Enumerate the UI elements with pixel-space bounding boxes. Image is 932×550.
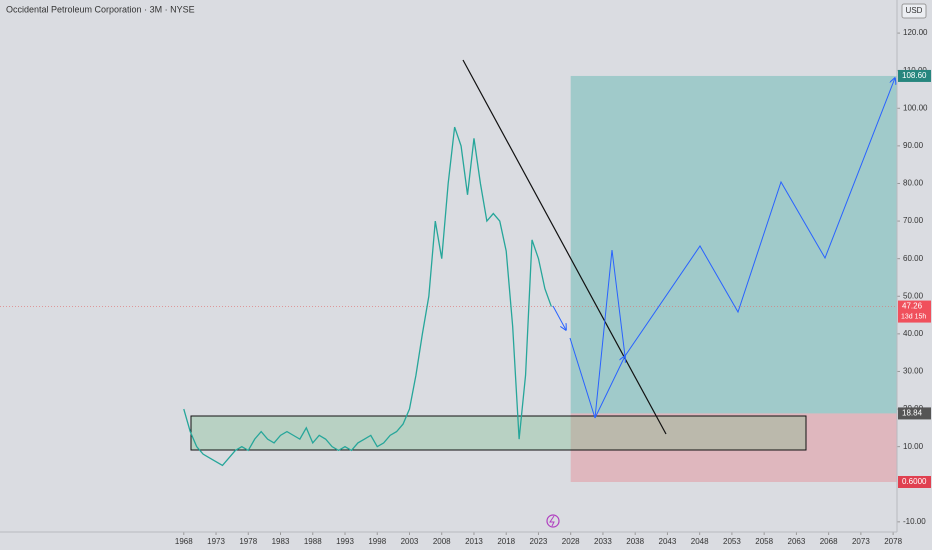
x-tick-label: 2023 [530,537,548,546]
y-tick-label: 90.00 [903,141,924,150]
target-label: 108.60 [902,71,927,80]
x-tick-label: 2008 [433,537,451,546]
target-label-bg [898,69,931,82]
y-tick-label: 70.00 [903,216,924,225]
arrow [594,356,625,419]
x-tick-label: 2058 [755,537,773,546]
x-tick-label: 2048 [691,537,709,546]
x-tick-label: 1968 [175,537,193,546]
price-series [183,126,552,467]
y-tick-label: 80.00 [903,179,924,188]
x-tick-label: 2013 [465,537,483,546]
trend-line [462,59,667,435]
x-tick-label: 2073 [852,537,870,546]
x-tick-label: 1978 [239,537,257,546]
price-line [183,126,552,467]
x-tick-label: 1993 [336,537,354,546]
y-tick-label: 60.00 [903,254,924,263]
x-tick-label: 2018 [497,537,515,546]
entry-label: 18.84 [902,409,923,418]
arrow [552,305,566,330]
x-tick-label: 1988 [304,537,322,546]
x-tick-label: 1973 [207,537,225,546]
x-tick-label: 2068 [820,537,838,546]
countdown: 13d 15h [901,313,926,320]
projection-arrows [552,78,895,419]
currency-badge [901,3,927,19]
y-tick-label: 40.00 [903,329,924,338]
replay-icon[interactable] [546,514,560,528]
support-zone [190,415,807,451]
x-tick-label: 2003 [401,537,419,546]
x-tick-label: 2038 [626,537,644,546]
y-tick-label: 30.00 [903,367,924,376]
stop-label: 0.6000 [902,477,927,486]
arrow [569,78,895,419]
x-tick-label: 2043 [659,537,677,546]
currency: USD [906,6,923,15]
x-tick-label: 2063 [788,537,806,546]
loss-zone [570,413,897,482]
x-tick-label: 2078 [884,537,902,546]
x-tick-label: 2053 [723,537,741,546]
stop-label-bg [898,475,931,488]
x-tick-label: 1983 [272,537,290,546]
current-price-label: 47.26 [902,302,923,311]
current-price-bg [898,300,931,323]
x-tick-label: 2033 [594,537,612,546]
profit-zone [570,75,897,414]
y-tick-label: -10.00 [903,517,926,526]
y-tick-label: 50.00 [903,291,924,300]
y-tick-label: 10.00 [903,442,924,451]
entry-label-bg [898,407,931,420]
x-tick-label: 2028 [562,537,580,546]
y-tick-label: 100.00 [903,103,928,112]
chart-title: Occidental Petroleum Corporation · 3M · … [6,4,195,14]
y-tick-label: 120.00 [903,28,928,37]
x-tick-label: 1998 [368,537,386,546]
